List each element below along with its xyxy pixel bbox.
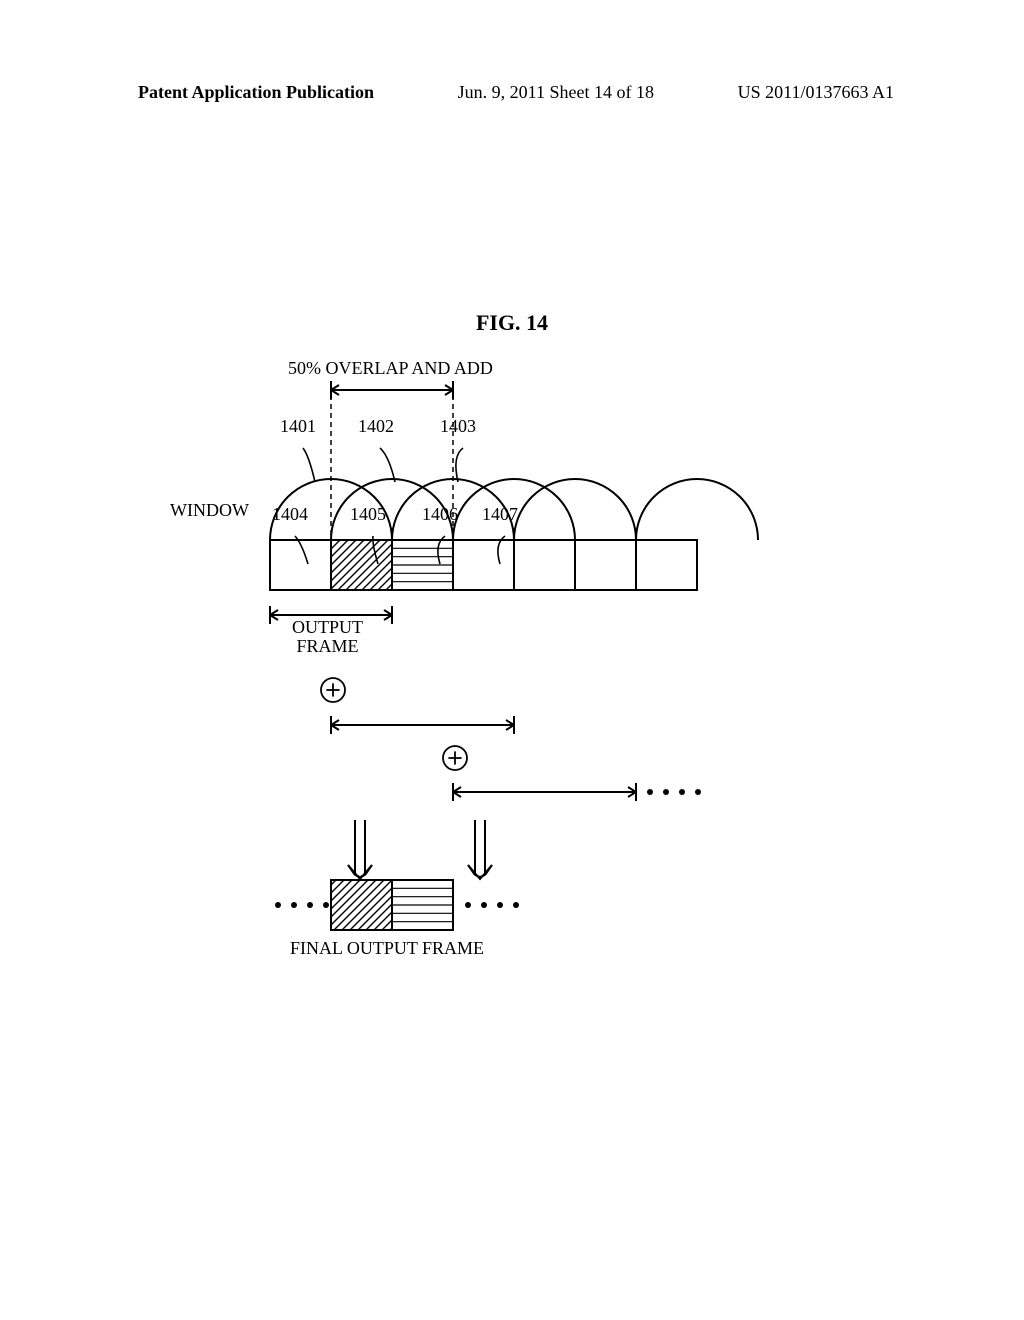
output-frame-label: OUTPUT FRAME: [292, 618, 363, 656]
ref-1402: 1402: [358, 416, 394, 437]
ref-1406: 1406: [422, 504, 458, 525]
ref-1405: 1405: [350, 504, 386, 525]
figure-title: FIG. 14: [0, 310, 1024, 336]
ref-1404: 1404: [272, 504, 308, 525]
ref-1407: 1407: [482, 504, 518, 525]
overlap-label: 50% OVERLAP AND ADD: [288, 358, 493, 379]
final-output-label: FINAL OUTPUT FRAME: [290, 938, 484, 959]
header-right: US 2011/0137663 A1: [738, 82, 894, 103]
diagram-container: 50% OVERLAP AND ADD WINDOW OUTPUT FRAME …: [180, 360, 800, 970]
ref-1401: 1401: [280, 416, 316, 437]
diagram-svg: [180, 360, 800, 970]
header-center: Jun. 9, 2011 Sheet 14 of 18: [458, 82, 654, 103]
window-label: WINDOW: [170, 500, 249, 521]
header-left: Patent Application Publication: [138, 82, 374, 103]
ref-1403: 1403: [440, 416, 476, 437]
